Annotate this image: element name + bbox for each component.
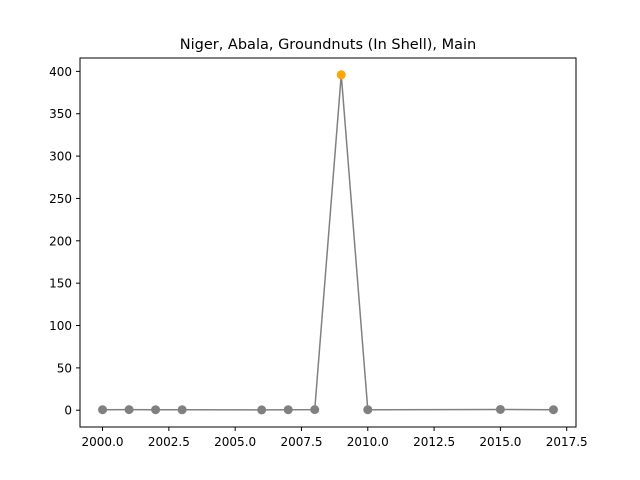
y-tick-label: 150	[49, 277, 72, 291]
chart-marks	[98, 70, 558, 415]
data-point	[283, 405, 293, 415]
y-tick-label: 0	[64, 404, 72, 418]
y-tick-label: 400	[49, 65, 72, 79]
data-point	[98, 405, 108, 415]
plot-frame	[79, 57, 577, 428]
y-tick-label: 350	[49, 107, 72, 121]
y-tick-label: 250	[49, 192, 72, 206]
x-tick-label: 2007.5	[280, 435, 322, 449]
y-tick-label: 100	[49, 319, 72, 333]
data-point	[151, 405, 161, 415]
chart-title: Niger, Abala, Groundnuts (In Shell), Mai…	[180, 37, 476, 53]
y-tick-label: 50	[57, 361, 72, 375]
y-tick-label: 300	[49, 150, 72, 164]
data-point	[548, 405, 558, 415]
highlight-point	[336, 70, 346, 80]
data-point	[363, 405, 373, 415]
series-line	[102, 74, 554, 411]
x-tick-label: 2000.0	[82, 435, 124, 449]
data-point	[177, 405, 187, 415]
data-point	[310, 405, 320, 415]
x-tick-label: 2005.0	[214, 435, 256, 449]
y-tick-label: 200	[49, 234, 72, 248]
x-tick-label: 2002.5	[148, 435, 190, 449]
x-tick-label: 2017.5	[546, 435, 588, 449]
data-point	[257, 405, 267, 415]
x-tick-label: 2015.0	[479, 435, 521, 449]
chart-axes: 2000.0 2002.5 2005.0 2007.5 2010.0 2012.5 2015…	[49, 57, 588, 449]
data-point	[495, 404, 505, 414]
data-point	[124, 405, 134, 415]
x-tick-label: 2012.5	[413, 435, 455, 449]
x-tick-label: 2010.0	[347, 435, 389, 449]
